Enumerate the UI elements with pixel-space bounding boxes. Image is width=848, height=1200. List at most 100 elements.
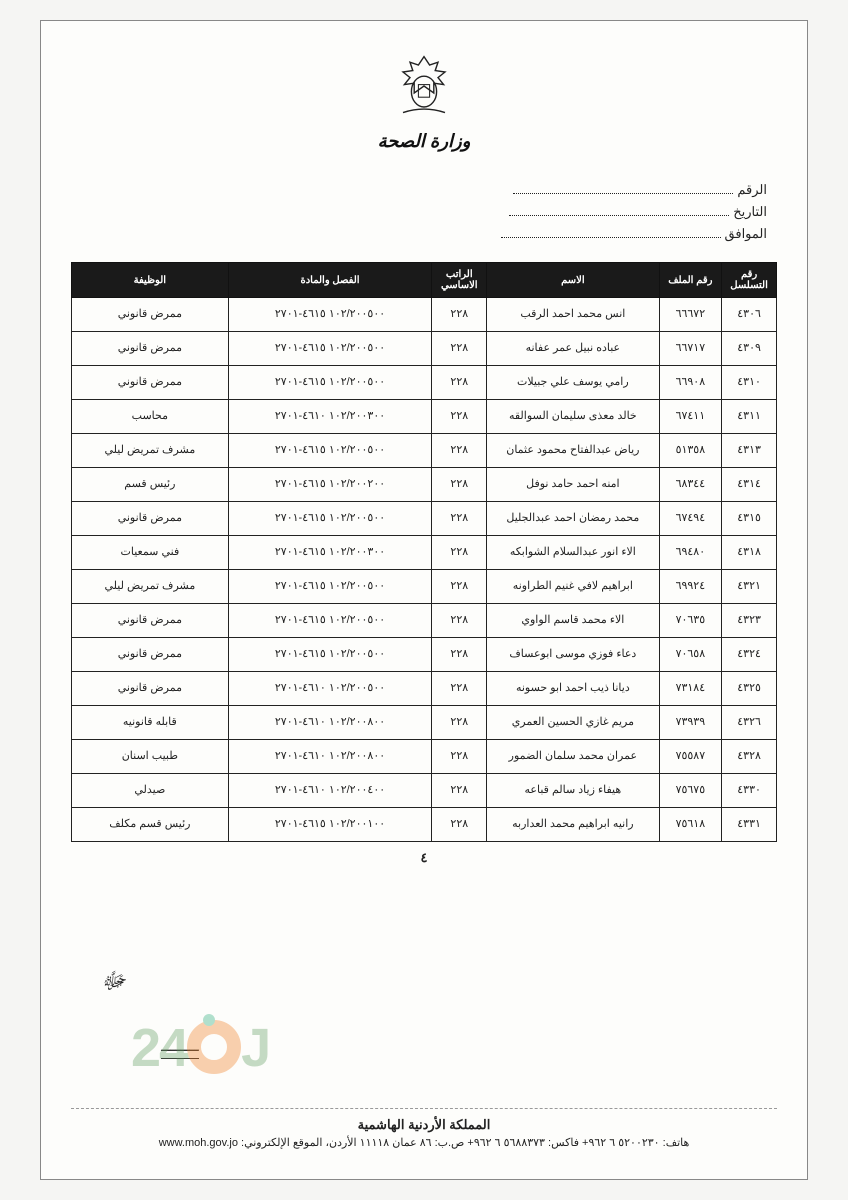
table-cell: امنه احمد حامد نوفل bbox=[487, 468, 659, 502]
data-table: رقم التسلسل رقم الملف الاسم الراتب الاسا… bbox=[71, 262, 777, 842]
table-cell: قابله قانونيه bbox=[72, 706, 229, 740]
table-cell: ممرض قانوني bbox=[72, 298, 229, 332]
table-cell: ٧٠٦٥٨ bbox=[659, 638, 722, 672]
meta-dots bbox=[501, 228, 721, 238]
table-cell: ١٠٢/٢٠٠٥٠٠ ٤٦١٥-٢٧٠١ bbox=[228, 434, 432, 468]
table-cell: طبيب اسنان bbox=[72, 740, 229, 774]
table-cell: رياض عبدالفتاح محمود عثمان bbox=[487, 434, 659, 468]
table-cell: ١٠٢/٢٠٠٨٠٠ ٤٦١٠-٢٧٠١ bbox=[228, 740, 432, 774]
table-row: ٤٣١٥٦٧٤٩٤محمد رمضان احمد عبدالجليل٢٢٨١٠٢… bbox=[72, 502, 777, 536]
table-cell: ديانا ذيب احمد ابو حسونه bbox=[487, 672, 659, 706]
table-row: ٤٣٢٨٧٥٥٨٧عمران محمد سلمان الضمور٢٢٨١٠٢/٢… bbox=[72, 740, 777, 774]
table-cell: ممرض قانوني bbox=[72, 502, 229, 536]
table-cell: ممرض قانوني bbox=[72, 604, 229, 638]
table-cell: ٤٣١٥ bbox=[722, 502, 777, 536]
col-job: الوظيفة bbox=[72, 263, 229, 298]
table-cell: ٥١٣٥٨ bbox=[659, 434, 722, 468]
signature-line: ــــــــ bbox=[161, 1036, 199, 1059]
table-cell: ٢٢٨ bbox=[432, 468, 487, 502]
meta-block: الرقم التاريخ الموافق bbox=[81, 182, 767, 242]
meta-date: التاريخ bbox=[81, 204, 767, 220]
watermark: J24 bbox=[131, 1017, 269, 1079]
table-cell: خالد معذى سليمان السوالقه bbox=[487, 400, 659, 434]
table-cell: ١٠٢/٢٠٠٥٠٠ ٤٦١٥-٢٧٠١ bbox=[228, 366, 432, 400]
table-cell: ٢٢٨ bbox=[432, 400, 487, 434]
footer: المملكة الأردنية الهاشمية هاتف: ٥٢٠٠٢٣٠ … bbox=[71, 1108, 777, 1149]
table-cell: ٢٢٨ bbox=[432, 774, 487, 808]
meta-dots bbox=[509, 206, 729, 216]
table-row: ٤٣٣٠٧٥٦٧٥هيفاء زياد سالم قباعه٢٢٨١٠٢/٢٠٠… bbox=[72, 774, 777, 808]
table-cell: ٦٧٤٩٤ bbox=[659, 502, 722, 536]
table-cell: الاء محمد قاسم الواوي bbox=[487, 604, 659, 638]
meta-number-label: الرقم bbox=[737, 182, 767, 198]
table-cell: ٢٢٨ bbox=[432, 706, 487, 740]
table-cell: الاء انور عبدالسلام الشوابكه bbox=[487, 536, 659, 570]
table-row: ٤٣٢٥٧٣١٨٤ديانا ذيب احمد ابو حسونه٢٢٨١٠٢/… bbox=[72, 672, 777, 706]
page-number: ٤ bbox=[71, 850, 777, 866]
table-cell: ١٠٢/٢٠٠٥٠٠ ٤٦١٥-٢٧٠١ bbox=[228, 298, 432, 332]
table-row: ٤٣١٤٦٨٣٤٤امنه احمد حامد نوفل٢٢٨١٠٢/٢٠٠٢٠… bbox=[72, 468, 777, 502]
header-block: وزارة الصحة bbox=[71, 51, 777, 152]
table-cell: ٢٢٨ bbox=[432, 332, 487, 366]
table-cell: ٤٣٣٠ bbox=[722, 774, 777, 808]
table-cell: ٤٣٣١ bbox=[722, 808, 777, 842]
table-cell: ٢٢٨ bbox=[432, 672, 487, 706]
table-cell: ٤٣١١ bbox=[722, 400, 777, 434]
table-row: ٤٣١٣٥١٣٥٨رياض عبدالفتاح محمود عثمان٢٢٨١٠… bbox=[72, 434, 777, 468]
table-cell: انس محمد احمد الرقب bbox=[487, 298, 659, 332]
table-row: ٤٣١١٦٧٤١١خالد معذى سليمان السوالقه٢٢٨١٠٢… bbox=[72, 400, 777, 434]
col-sal: الراتب الاساسي bbox=[432, 263, 487, 298]
table-cell: ٤٣٢٥ bbox=[722, 672, 777, 706]
meta-dots bbox=[513, 184, 733, 194]
table-cell: ٤٣٠٩ bbox=[722, 332, 777, 366]
table-cell: ٧٥٦١٨ bbox=[659, 808, 722, 842]
table-cell: ٦٧٤١١ bbox=[659, 400, 722, 434]
ministry-title: وزارة الصحة bbox=[71, 131, 777, 152]
table-cell: ٢٢٨ bbox=[432, 434, 487, 468]
col-file: رقم الملف bbox=[659, 263, 722, 298]
table-cell: ١٠٢/٢٠٠١٠٠ ٤٦١٥-٢٧٠١ bbox=[228, 808, 432, 842]
table-cell: ١٠٢/٢٠٠٥٠٠ ٤٦١٥-٢٧٠١ bbox=[228, 332, 432, 366]
table-cell: ٦٩٤٨٠ bbox=[659, 536, 722, 570]
table-cell: ٤٣١٠ bbox=[722, 366, 777, 400]
table-cell: ٤٣٢١ bbox=[722, 570, 777, 604]
table-cell: ٢٢٨ bbox=[432, 366, 487, 400]
table-body: ٤٣٠٦٦٦٦٧٢انس محمد احمد الرقب٢٢٨١٠٢/٢٠٠٥٠… bbox=[72, 298, 777, 842]
table-cell: ٢٢٨ bbox=[432, 740, 487, 774]
meta-approved: الموافق bbox=[81, 226, 767, 242]
table-cell: ٢٢٨ bbox=[432, 536, 487, 570]
table-cell: ٦٦٩٠٨ bbox=[659, 366, 722, 400]
meta-approved-label: الموافق bbox=[725, 226, 767, 242]
table-row: ٤٣٠٩٦٦٧١٧عباده نبيل عمر عفانه٢٢٨١٠٢/٢٠٠٥… bbox=[72, 332, 777, 366]
table-cell: رانيه ابراهيم محمد العداربه bbox=[487, 808, 659, 842]
watermark-left: J bbox=[241, 1017, 269, 1079]
table-cell: مشرف تمريض ليلي bbox=[72, 570, 229, 604]
table-cell: ٦٦٧١٧ bbox=[659, 332, 722, 366]
table-cell: ٢٢٨ bbox=[432, 808, 487, 842]
table-cell: محمد رمضان احمد عبدالجليل bbox=[487, 502, 659, 536]
table-row: ٤٣٠٦٦٦٦٧٢انس محمد احمد الرقب٢٢٨١٠٢/٢٠٠٥٠… bbox=[72, 298, 777, 332]
table-cell: ١٠٢/٢٠٠٢٠٠ ٤٦١٥-٢٧٠١ bbox=[228, 468, 432, 502]
table-cell: ٧٠٦٣٥ bbox=[659, 604, 722, 638]
table-cell: ٢٢٨ bbox=[432, 638, 487, 672]
table-cell: ٤٣١٨ bbox=[722, 536, 777, 570]
table-cell: ٤٣٢٤ bbox=[722, 638, 777, 672]
table-cell: ٤٣٢٣ bbox=[722, 604, 777, 638]
meta-number: الرقم bbox=[81, 182, 767, 198]
table-row: ٤٣٢٦٧٣٩٣٩مريم غازي الحسين العمري٢٢٨١٠٢/٢… bbox=[72, 706, 777, 740]
table-row: ٤٣٢٤٧٠٦٥٨دعاء فوزي موسى ابوعساف٢٢٨١٠٢/٢٠… bbox=[72, 638, 777, 672]
col-chap: الفصل والمادة bbox=[228, 263, 432, 298]
footer-contact: هاتف: ٥٢٠٠٢٣٠ ٦ ٩٦٢+ فاكس: ٥٦٨٨٣٧٣ ٦ ٩٦٢… bbox=[71, 1136, 777, 1149]
table-cell: عباده نبيل عمر عفانه bbox=[487, 332, 659, 366]
table-cell: محاسب bbox=[72, 400, 229, 434]
table-header-row: رقم التسلسل رقم الملف الاسم الراتب الاسا… bbox=[72, 263, 777, 298]
table-cell: ١٠٢/٢٠٠٣٠٠ ٤٦١٠-٢٧٠١ bbox=[228, 400, 432, 434]
table-cell: صيدلي bbox=[72, 774, 229, 808]
table-cell: ٢٢٨ bbox=[432, 604, 487, 638]
signature-mark: ﷻ bbox=[100, 966, 128, 1000]
table-row: ٤٣١٠٦٦٩٠٨رامي يوسف علي جبيلات٢٢٨١٠٢/٢٠٠٥… bbox=[72, 366, 777, 400]
table-cell: ٦٦٦٧٢ bbox=[659, 298, 722, 332]
meta-date-label: التاريخ bbox=[733, 204, 767, 220]
table-cell: ١٠٢/٢٠٠٨٠٠ ٤٦١٠-٢٧٠١ bbox=[228, 706, 432, 740]
table-cell: مشرف تمريض ليلي bbox=[72, 434, 229, 468]
